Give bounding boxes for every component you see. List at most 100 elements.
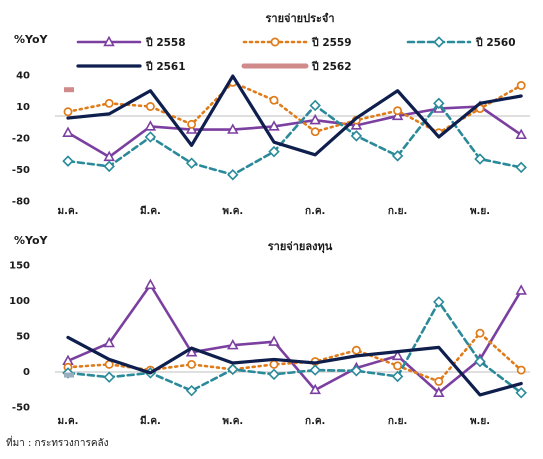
data-point [350,365,363,377]
data-point [187,119,197,129]
data-point [185,157,198,169]
series-3 [62,97,527,181]
data-point [433,97,445,110]
y-axis-label: %YoY [14,234,49,247]
series-line [66,74,523,157]
legend-item: ปี 2562 [241,60,352,73]
legend: ปี 2558 ปี 2559 ปี 2560 ปี 2561 ปี 2562 [76,35,516,73]
series-2 [63,328,526,386]
data-point [309,99,321,112]
data-point [433,296,445,308]
data-point [62,126,74,137]
x-tick-label: พ.ค. [222,206,243,217]
data-point [103,150,115,162]
data-point [516,365,526,375]
data-point [144,120,157,131]
legend-label: ปี 2558 [145,36,186,49]
data-point [269,359,279,369]
data-point [474,153,486,165]
series-line [66,283,523,395]
x-tick-label: ก.ค. [305,206,325,217]
series-4 [66,74,523,157]
legend-label: ปี 2560 [475,36,516,49]
legend-item: ปี 2559 [242,36,352,49]
x-tick-label: ก.ค. [305,416,325,427]
data-point [145,102,155,111]
data-point [185,123,198,134]
data-point [103,336,115,348]
panel-recurrent-expenditure: รายจ่ายประจำ %YoY 40 10 -20 -50 -80 ม.ค. มี.ค. พ.… [12,12,530,217]
data-point [269,95,279,105]
data-point [475,328,485,338]
data-point [474,355,486,368]
data-point [393,106,403,116]
chart-title: รายจ่ายลงทุน [268,240,333,254]
data-point [227,363,239,376]
legend-marker [103,35,115,47]
data-point [350,119,363,130]
x-tick-label: พ.ค. [222,416,243,427]
data-point [391,109,404,121]
x-tick-label: มี.ค. [140,415,161,427]
data-point [268,120,280,131]
series-line [66,105,523,159]
y-tick-label: -50 [12,403,30,414]
data-point [103,160,115,173]
legend-item: ปี 2560 [406,36,516,49]
x-tick-label: ก.ย. [388,206,408,217]
data-point [144,278,157,290]
x-tick-label: ม.ค. [58,206,79,217]
data-point [309,383,321,395]
y-tick-label: 100 [9,296,30,307]
y-tick-label: 0 [23,367,30,378]
legend-item: ปี 2561 [76,60,186,73]
y-tick-label: 150 [9,261,30,272]
series-line [66,331,523,383]
y-axis-label: %YoY [14,33,49,46]
data-point [227,169,239,181]
data-point [515,161,527,174]
y-tick-label: 50 [16,332,30,343]
data-point [227,338,239,350]
data-point [515,387,527,399]
data-point [391,150,404,162]
x-tick-label: มี.ค. [140,205,161,217]
series-4 [66,335,523,397]
data-point [185,384,198,397]
data-point [350,130,363,142]
data-point [391,370,404,383]
data-point [515,128,527,140]
x-tick-label: พ.ย. [470,416,490,427]
data-point [393,361,403,371]
data-point [104,98,114,108]
data-point [268,145,280,158]
legend-label: ปี 2559 [311,36,352,49]
legend-label: ปี 2562 [311,60,352,73]
data-point [268,335,280,346]
legend-marker [270,37,280,47]
data-point [268,368,280,381]
data-point [227,123,239,134]
data-point [62,155,74,167]
y-tick-label: 10 [16,102,30,113]
x-tick-label: ม.ค. [58,416,79,427]
x-tick-label: พ.ย. [470,206,490,217]
panel-capital-expenditure: รายจ่ายลงทุน %YoY 150 100 50 0 -50 ม.ค. มี.ค. พ.ค… [9,234,530,427]
data-point [103,371,115,383]
y-tick-label: -80 [12,197,30,208]
data-point [310,127,320,137]
data-point [309,113,321,125]
data-point [391,349,404,361]
data-point [351,345,361,355]
series-line [66,81,523,135]
data-point [516,81,526,90]
chart-title: รายจ่ายประจำ [265,12,334,25]
series-line [66,335,523,397]
y-tick-label: 40 [16,71,30,82]
data-point [434,376,444,386]
data-point [187,359,197,369]
data-point [433,386,445,397]
data-point [185,346,198,357]
